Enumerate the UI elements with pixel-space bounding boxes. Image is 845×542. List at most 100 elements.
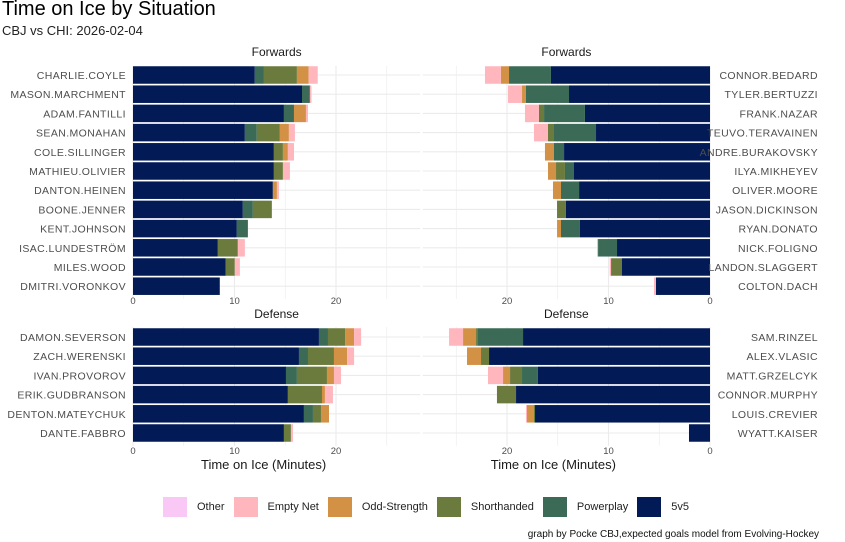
legend-swatch — [163, 497, 187, 517]
bar-segment-powerplay — [553, 123, 597, 142]
player-label: ISAC.LUNDESTRÖM — [19, 243, 126, 255]
bar-segment-shorthanded — [263, 66, 297, 84]
bar-segment-5v5 — [133, 258, 226, 276]
bar-segment-5v5 — [523, 328, 710, 346]
bar-segment-shorthanded — [252, 200, 272, 219]
player-label: DENTON.MATEYCHUK — [7, 409, 126, 421]
bar-segment-odd-strength — [526, 405, 534, 423]
x-tick-label: 10 — [603, 446, 614, 457]
bar-segment-shorthanded — [510, 366, 523, 385]
bar-segment-powerplay — [564, 162, 574, 180]
player-label: ERIK.GUDBRANSON — [17, 390, 126, 402]
bar-segment-5v5 — [565, 200, 710, 219]
bar-segment-empty-net — [525, 405, 527, 423]
bar-segment-5v5 — [133, 239, 218, 257]
bar-segment-empty-net — [333, 366, 341, 385]
bar-segment-shorthanded — [611, 258, 622, 276]
bar-segment-odd-strength — [500, 66, 510, 84]
bar-segment-shorthanded — [256, 123, 280, 142]
bar-segment-odd-strength — [548, 162, 557, 180]
panel-strip-title: Forwards — [541, 45, 591, 59]
bar-segment-5v5 — [688, 424, 710, 442]
bar-segment-5v5 — [133, 405, 304, 423]
player-label: KENT.JOHNSON — [40, 224, 126, 236]
player-label: ANDRE.BURAKOVSKY — [700, 147, 818, 159]
bar-segment-5v5 — [596, 123, 710, 142]
player-label: CONNOR.BEDARD — [719, 70, 818, 82]
bar-segment-shorthanded — [273, 143, 283, 161]
bar-segment-powerplay — [283, 104, 294, 123]
player-label: DANTE.FABBRO — [40, 428, 126, 440]
player-label: ALEX.VLASIC — [746, 351, 818, 363]
bar-segment-shorthanded — [283, 424, 291, 442]
bar-segment-odd-strength — [333, 347, 348, 365]
player-label: SAM.RINZEL — [751, 332, 818, 344]
bar-segment-5v5 — [516, 385, 710, 404]
bar-segment-odd-strength — [552, 181, 561, 199]
bar-segment-odd-strength — [279, 123, 289, 142]
bar-segment-powerplay — [318, 328, 328, 346]
player-label: LOUIS.CREVIER — [732, 409, 818, 421]
bar-segment-powerplay — [560, 181, 580, 199]
legend-label: Empty Net — [267, 501, 319, 513]
bar-segment-shorthanded — [307, 347, 334, 365]
bar-segment-odd-strength — [293, 104, 306, 123]
legend-swatch — [637, 497, 662, 517]
bar-segment-5v5 — [579, 181, 710, 199]
bar-segment-powerplay — [477, 328, 524, 346]
bar-segment-empty-net — [508, 85, 523, 103]
bar-segment-odd-strength — [544, 143, 554, 161]
player-label: DANTON.HEINEN — [34, 185, 126, 197]
bar-segment-empty-net — [237, 239, 245, 257]
panel-strip-title: Forwards — [252, 45, 302, 59]
chart-caption: graph by Pocke CBJ,expected goals model … — [527, 529, 819, 540]
legend-label: Shorthanded — [470, 501, 534, 513]
player-label: TEUVO.TERAVAINEN — [707, 128, 818, 140]
bar-segment-empty-net — [488, 366, 504, 385]
bar-segment-5v5 — [133, 66, 255, 84]
legend-swatch — [542, 497, 567, 517]
bar-segment-odd-strength — [522, 85, 526, 103]
bar-segment-5v5 — [133, 385, 288, 404]
bar-segment-powerplay — [560, 219, 580, 238]
bar-segment-shorthanded — [533, 405, 536, 423]
bar-segment-5v5 — [564, 143, 710, 161]
bar-segment-empty-net — [524, 104, 539, 123]
bar-segment-shorthanded — [548, 123, 554, 142]
bar-segment-5v5 — [569, 85, 710, 103]
bar-segment-empty-net — [449, 328, 464, 346]
bar-segment-5v5 — [133, 347, 299, 365]
bar-segment-shorthanded — [481, 347, 490, 365]
legend-label: Powerplay — [576, 501, 629, 513]
player-label: ZACH.WERENSKI — [33, 351, 126, 363]
bar-segment-5v5 — [133, 328, 319, 346]
bar-segment-empty-net — [597, 239, 599, 257]
bar-segment-5v5 — [621, 258, 710, 276]
bar-segment-shorthanded — [225, 258, 235, 276]
bar-segment-empty-net — [533, 123, 549, 142]
bar-segment-shorthanded — [476, 328, 478, 346]
bar-segment-shorthanded — [327, 328, 346, 346]
x-axis-title: Time on Ice (Minutes) — [491, 457, 616, 472]
bar-segment-5v5 — [133, 200, 243, 219]
player-label: CHARLIE.COYLE — [37, 70, 126, 82]
player-label: IVAN.PROVOROV — [33, 370, 126, 382]
legend-item: Shorthanded — [436, 497, 534, 517]
bar-segment-empty-net — [276, 181, 279, 199]
legend-item: Odd-Strength — [327, 497, 428, 517]
bar-segment-empty-net — [324, 385, 333, 404]
bar-segment-powerplay — [509, 66, 551, 84]
legend-swatch — [327, 497, 352, 517]
bar-segment-5v5 — [617, 239, 710, 257]
x-tick-label: 10 — [603, 296, 614, 307]
bar-segment-powerplay — [301, 85, 310, 103]
bar-segment-odd-strength — [467, 347, 482, 365]
bar-segment-powerplay — [298, 347, 308, 365]
bar-segment-powerplay — [236, 219, 248, 238]
legend-item: 5v5 — [637, 497, 689, 517]
bar-segment-shorthanded — [496, 385, 517, 404]
bar-segment-5v5 — [584, 104, 710, 123]
bar-segment-odd-strength — [463, 328, 477, 346]
bar-segment-odd-strength — [503, 366, 511, 385]
bar-segment-odd-strength — [296, 66, 309, 84]
